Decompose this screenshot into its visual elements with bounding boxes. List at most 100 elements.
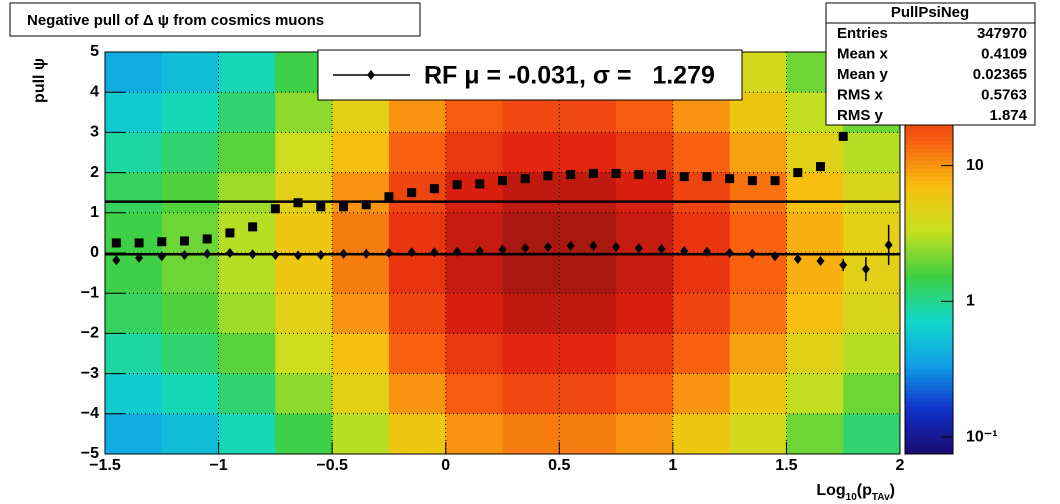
rms-point bbox=[180, 236, 189, 246]
colorbar-step bbox=[905, 232, 953, 238]
x-axis-label-part: 10 bbox=[846, 492, 858, 503]
heat-cell bbox=[332, 413, 390, 455]
rms-point bbox=[361, 200, 371, 210]
mean-point bbox=[612, 241, 621, 252]
colorbar-step bbox=[905, 417, 953, 423]
mean-point bbox=[566, 240, 575, 251]
heat-cell bbox=[445, 293, 503, 334]
rms-point bbox=[384, 192, 394, 202]
rms-point bbox=[134, 238, 144, 248]
colorbar-step bbox=[905, 409, 953, 415]
x-tick-label: 1 bbox=[668, 457, 677, 474]
heat-cell bbox=[502, 413, 560, 455]
heat-cell bbox=[729, 413, 787, 455]
heat-cell bbox=[445, 373, 503, 415]
mean-point bbox=[702, 246, 711, 257]
y-tick-label: 0 bbox=[90, 244, 99, 261]
heat-cell bbox=[332, 253, 390, 294]
colorbar-step bbox=[905, 369, 953, 375]
heat-cell bbox=[445, 253, 503, 294]
mean-point bbox=[589, 240, 598, 251]
stats-value: 0.5763 bbox=[981, 86, 1027, 103]
heat-cell bbox=[445, 333, 503, 375]
mean-point bbox=[657, 243, 666, 254]
heat-cell bbox=[388, 212, 447, 254]
heat-cell bbox=[161, 293, 220, 334]
z-tick-label: 10⁻¹ bbox=[966, 428, 998, 445]
rms-point bbox=[566, 170, 576, 180]
stats-label: RMS x bbox=[837, 86, 884, 103]
colorbar-step bbox=[905, 445, 953, 451]
colorbar-step bbox=[905, 413, 953, 419]
heat-cell bbox=[161, 333, 220, 375]
mean-point bbox=[135, 252, 144, 263]
heat-cell bbox=[786, 373, 844, 415]
legend-text: RF μ = -0.031, σ = 1.279 bbox=[424, 62, 715, 90]
x-tick-label: 0.5 bbox=[548, 457, 570, 474]
mean-point bbox=[384, 248, 393, 258]
x-axis-label-part: (p bbox=[857, 482, 872, 499]
mean-point bbox=[884, 239, 893, 250]
colorbar-step bbox=[905, 200, 953, 206]
colorbar-step bbox=[905, 293, 953, 298]
heat-cell bbox=[843, 132, 901, 174]
rms-point bbox=[111, 238, 121, 248]
colorbar-step bbox=[905, 196, 953, 202]
heat-cell bbox=[502, 132, 560, 174]
rms-point bbox=[157, 237, 167, 247]
mean-point bbox=[157, 251, 166, 262]
x-tick-label: −1.5 bbox=[89, 457, 121, 474]
mean-point bbox=[407, 247, 416, 258]
heat-cell bbox=[843, 172, 901, 214]
rms-point bbox=[225, 228, 235, 238]
colorbar-step bbox=[905, 172, 953, 178]
rms-point bbox=[702, 172, 712, 182]
colorbar-step bbox=[905, 357, 953, 363]
heat-cell bbox=[616, 373, 674, 415]
z-tick-label: 10 bbox=[966, 157, 984, 174]
heat-cell bbox=[502, 253, 560, 294]
colorbar-step bbox=[905, 365, 953, 371]
heat-cell bbox=[616, 293, 674, 334]
rms-point bbox=[316, 202, 326, 212]
colorbar-step bbox=[905, 377, 953, 383]
colorbar-step bbox=[905, 353, 953, 359]
colorbar-step bbox=[905, 204, 953, 210]
title-box bbox=[9, 2, 421, 37]
colorbar-step bbox=[905, 277, 953, 282]
heat-cell bbox=[786, 132, 844, 174]
colorbar-step bbox=[905, 333, 953, 338]
heat-cell bbox=[502, 293, 560, 334]
colorbar-step bbox=[905, 393, 953, 399]
colorbar-step bbox=[905, 389, 953, 395]
heat-cell bbox=[275, 212, 333, 254]
colorbar-step bbox=[905, 373, 953, 379]
heat-cell bbox=[332, 212, 390, 254]
rms-point bbox=[588, 168, 598, 178]
colorbar-step bbox=[905, 261, 953, 266]
y-tick-label: −2 bbox=[81, 325, 99, 342]
y-tick-label: 2 bbox=[90, 164, 99, 181]
x-axis-label-part: ) bbox=[890, 482, 895, 499]
colorbar-step bbox=[905, 240, 953, 246]
colorbar-step bbox=[905, 401, 953, 407]
heat-cell bbox=[388, 373, 447, 415]
colorbar-step bbox=[905, 433, 953, 439]
heat-cell bbox=[275, 373, 333, 415]
colorbar-step bbox=[905, 168, 953, 174]
mean-point bbox=[771, 251, 780, 262]
heat-cell bbox=[786, 212, 844, 254]
mean-point bbox=[430, 247, 439, 258]
heat-cell bbox=[332, 333, 390, 375]
colorbar-step bbox=[905, 156, 953, 162]
colorbar-step bbox=[905, 273, 953, 278]
mean-point bbox=[521, 243, 530, 254]
heat-cell bbox=[161, 212, 220, 254]
colorbar-step bbox=[905, 132, 953, 137]
x-tick-label: −1 bbox=[209, 457, 227, 474]
chart-title: Negative pull of Δ ψ from cosmics muons bbox=[27, 12, 324, 29]
heat-cell bbox=[332, 132, 390, 174]
heat-cell bbox=[559, 253, 617, 294]
heat-cell bbox=[559, 212, 617, 254]
stats-title: PullPsiNeg bbox=[891, 4, 969, 21]
